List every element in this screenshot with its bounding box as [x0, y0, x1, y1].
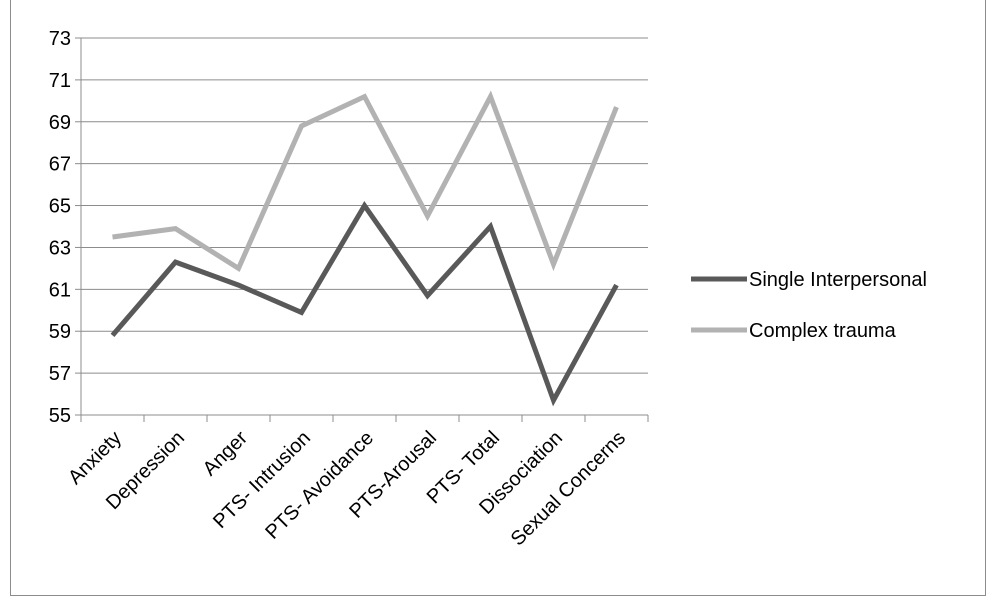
series-line-complex-trauma [112, 90, 619, 273]
y-tick-label: 61 [49, 279, 71, 301]
y-tick-label: 73 [49, 28, 71, 50]
series-line-single-interpersonal [110, 200, 619, 407]
legend: Single Interpersonal Complex trauma [691, 269, 927, 342]
legend-label: Single Interpersonal [749, 269, 927, 291]
chart-frame: 55 57 59 61 63 65 67 69 71 73 Anxiety Depression An… [10, 0, 986, 596]
y-tick-label: 57 [49, 363, 71, 385]
x-tick-label: Sexual Concerns [507, 427, 630, 550]
x-tick-label: PTS- Avoidance [261, 427, 378, 544]
y-tick-label: 59 [49, 321, 71, 343]
legend-label: Complex trauma [749, 320, 897, 342]
y-tick-label: 55 [49, 405, 71, 427]
y-tick-label: 69 [49, 112, 71, 134]
x-tick-label: Anxiety [64, 427, 126, 489]
series-lines [110, 90, 619, 407]
y-tick-labels: 55 57 59 61 63 65 67 69 71 73 [49, 28, 71, 427]
y-tick-label: 71 [49, 70, 71, 92]
y-tick-label: 65 [49, 196, 71, 218]
y-tick-label: 63 [49, 237, 71, 259]
y-tick-label: 67 [49, 154, 71, 176]
x-tick-label: Anger [199, 427, 253, 481]
axes [75, 37, 649, 422]
